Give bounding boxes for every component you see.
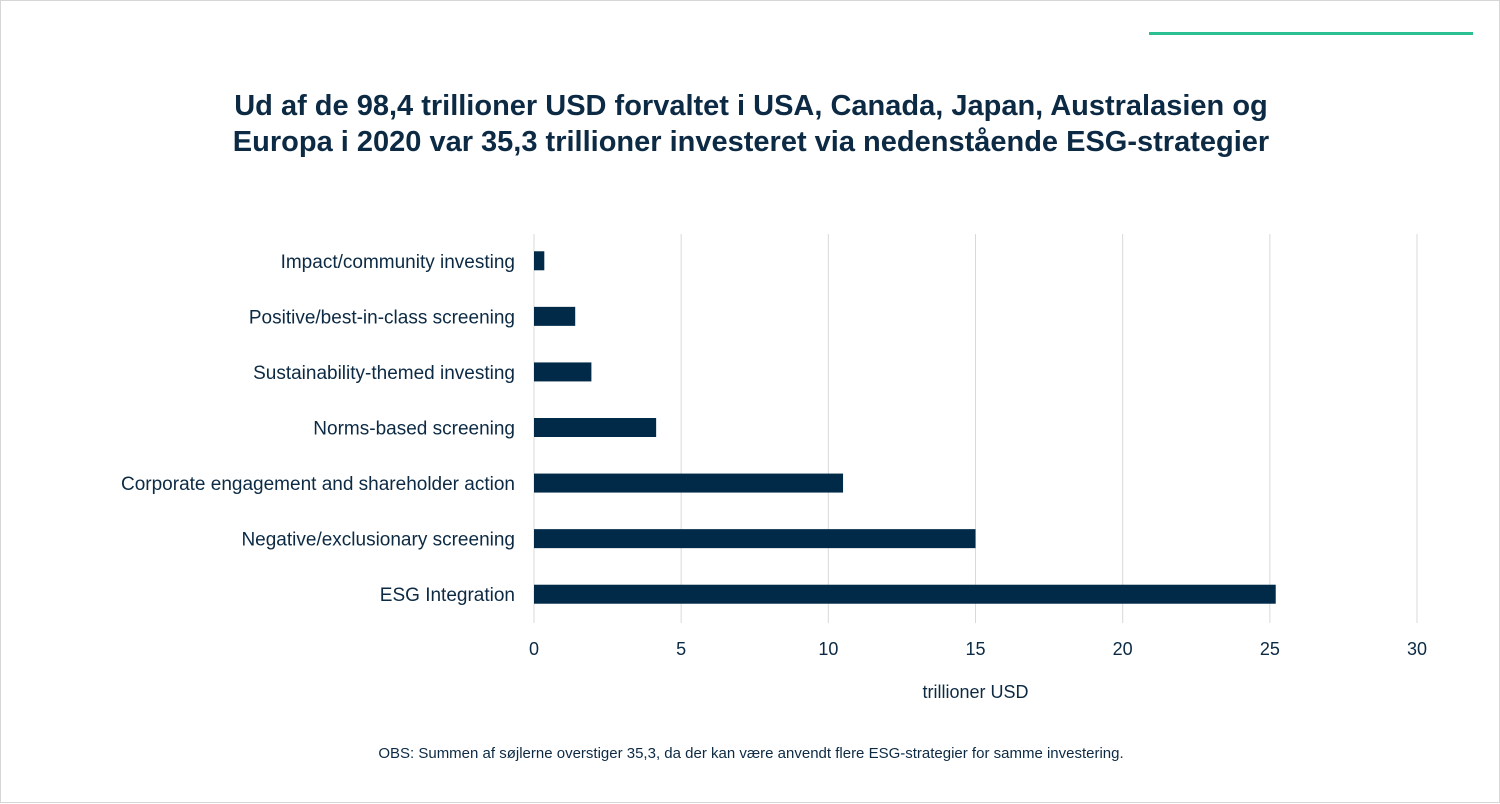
accent-line: [1149, 32, 1473, 35]
chart-title-line-1: Ud af de 98,4 trillioner USD forvaltet i…: [234, 90, 1268, 122]
chart-title: Ud af de 98,4 trillioner USD forvaltet i…: [101, 88, 1401, 160]
bar-2: [534, 362, 592, 382]
bar-5: [534, 529, 976, 549]
x-tick-label-6: 30: [1407, 639, 1427, 659]
x-axis-label: trillioner USD: [922, 682, 1028, 702]
chart-title-line-2: Europa i 2020 var 35,3 trillioner invest…: [232, 126, 1270, 158]
x-tick-label-3: 15: [965, 639, 985, 659]
category-label-6: ESG Integration: [380, 585, 515, 606]
x-tick-label-5: 25: [1260, 639, 1280, 659]
category-label-1: Positive/best-in-class screening: [249, 307, 515, 328]
category-label-5: Negative/exclusionary screening: [241, 530, 515, 551]
category-label-3: Norms-based screening: [313, 419, 515, 440]
category-label-4: Corporate engagement and shareholder act…: [121, 474, 515, 495]
x-tick-label-2: 10: [818, 639, 838, 659]
x-tick-label-0: 0: [529, 639, 539, 659]
category-label-0: Impact/community investing: [281, 252, 515, 273]
bar-6: [534, 584, 1276, 604]
bar-3: [534, 418, 657, 437]
category-label-2: Sustainability-themed investing: [253, 363, 515, 384]
x-tick-label-4: 20: [1113, 639, 1133, 659]
bar-0: [534, 251, 545, 271]
bar-4: [534, 473, 844, 493]
footnote: OBS: Summen af søjlerne overstiger 35,3,…: [378, 745, 1124, 762]
x-tick-label-1: 5: [676, 639, 686, 659]
bar-1: [534, 306, 576, 326]
